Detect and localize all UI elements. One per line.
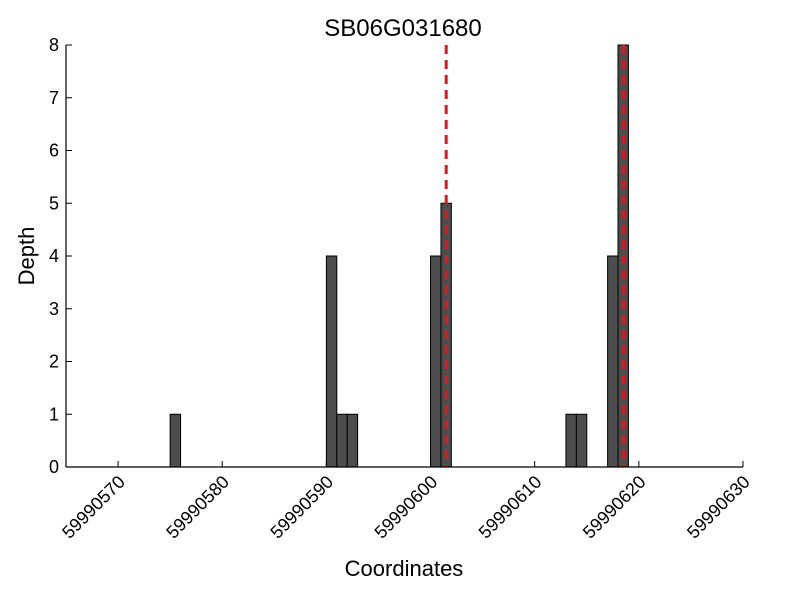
x-tick-label: 59990570 [58, 472, 129, 543]
x-tick-label: 59990590 [266, 472, 337, 543]
x-tick-label: 59990630 [683, 472, 754, 543]
y-tick-label: 6 [49, 141, 59, 161]
y-tick-label: 0 [49, 457, 59, 477]
y-tick-label: 7 [49, 88, 59, 108]
reference-lines-group [444, 45, 625, 467]
y-tick-label: 5 [49, 193, 59, 213]
y-tick-label: 3 [49, 299, 59, 319]
y-tick-label: 1 [49, 404, 59, 424]
chart-title: SB06G031680 [324, 15, 481, 42]
bar [169, 413, 182, 468]
x-tick-label: 59990610 [475, 472, 546, 543]
y-axis-label: Depth [14, 227, 39, 286]
bar [336, 413, 348, 468]
bar [575, 413, 588, 468]
bar [607, 255, 619, 468]
bar [325, 255, 338, 468]
x-tick-label: 59990600 [371, 472, 442, 543]
y-tick-label: 8 [49, 35, 59, 55]
x-tick-label: 59990580 [162, 472, 233, 543]
axes-group [65, 45, 743, 468]
bar [430, 255, 442, 468]
bars-group [169, 44, 629, 468]
x-axis-label: Coordinates [345, 556, 464, 581]
y-ticks-group: 0 1 2 3 4 5 6 7 8 [49, 35, 72, 477]
x-ticks-group: 59990570 59990580 59990590 59990600 59990610… [58, 461, 754, 542]
y-tick-label: 2 [49, 352, 59, 372]
y-tick-label: 4 [49, 246, 59, 266]
bar [565, 413, 577, 468]
x-tick-label: 59990620 [579, 472, 650, 543]
bar [346, 413, 359, 468]
